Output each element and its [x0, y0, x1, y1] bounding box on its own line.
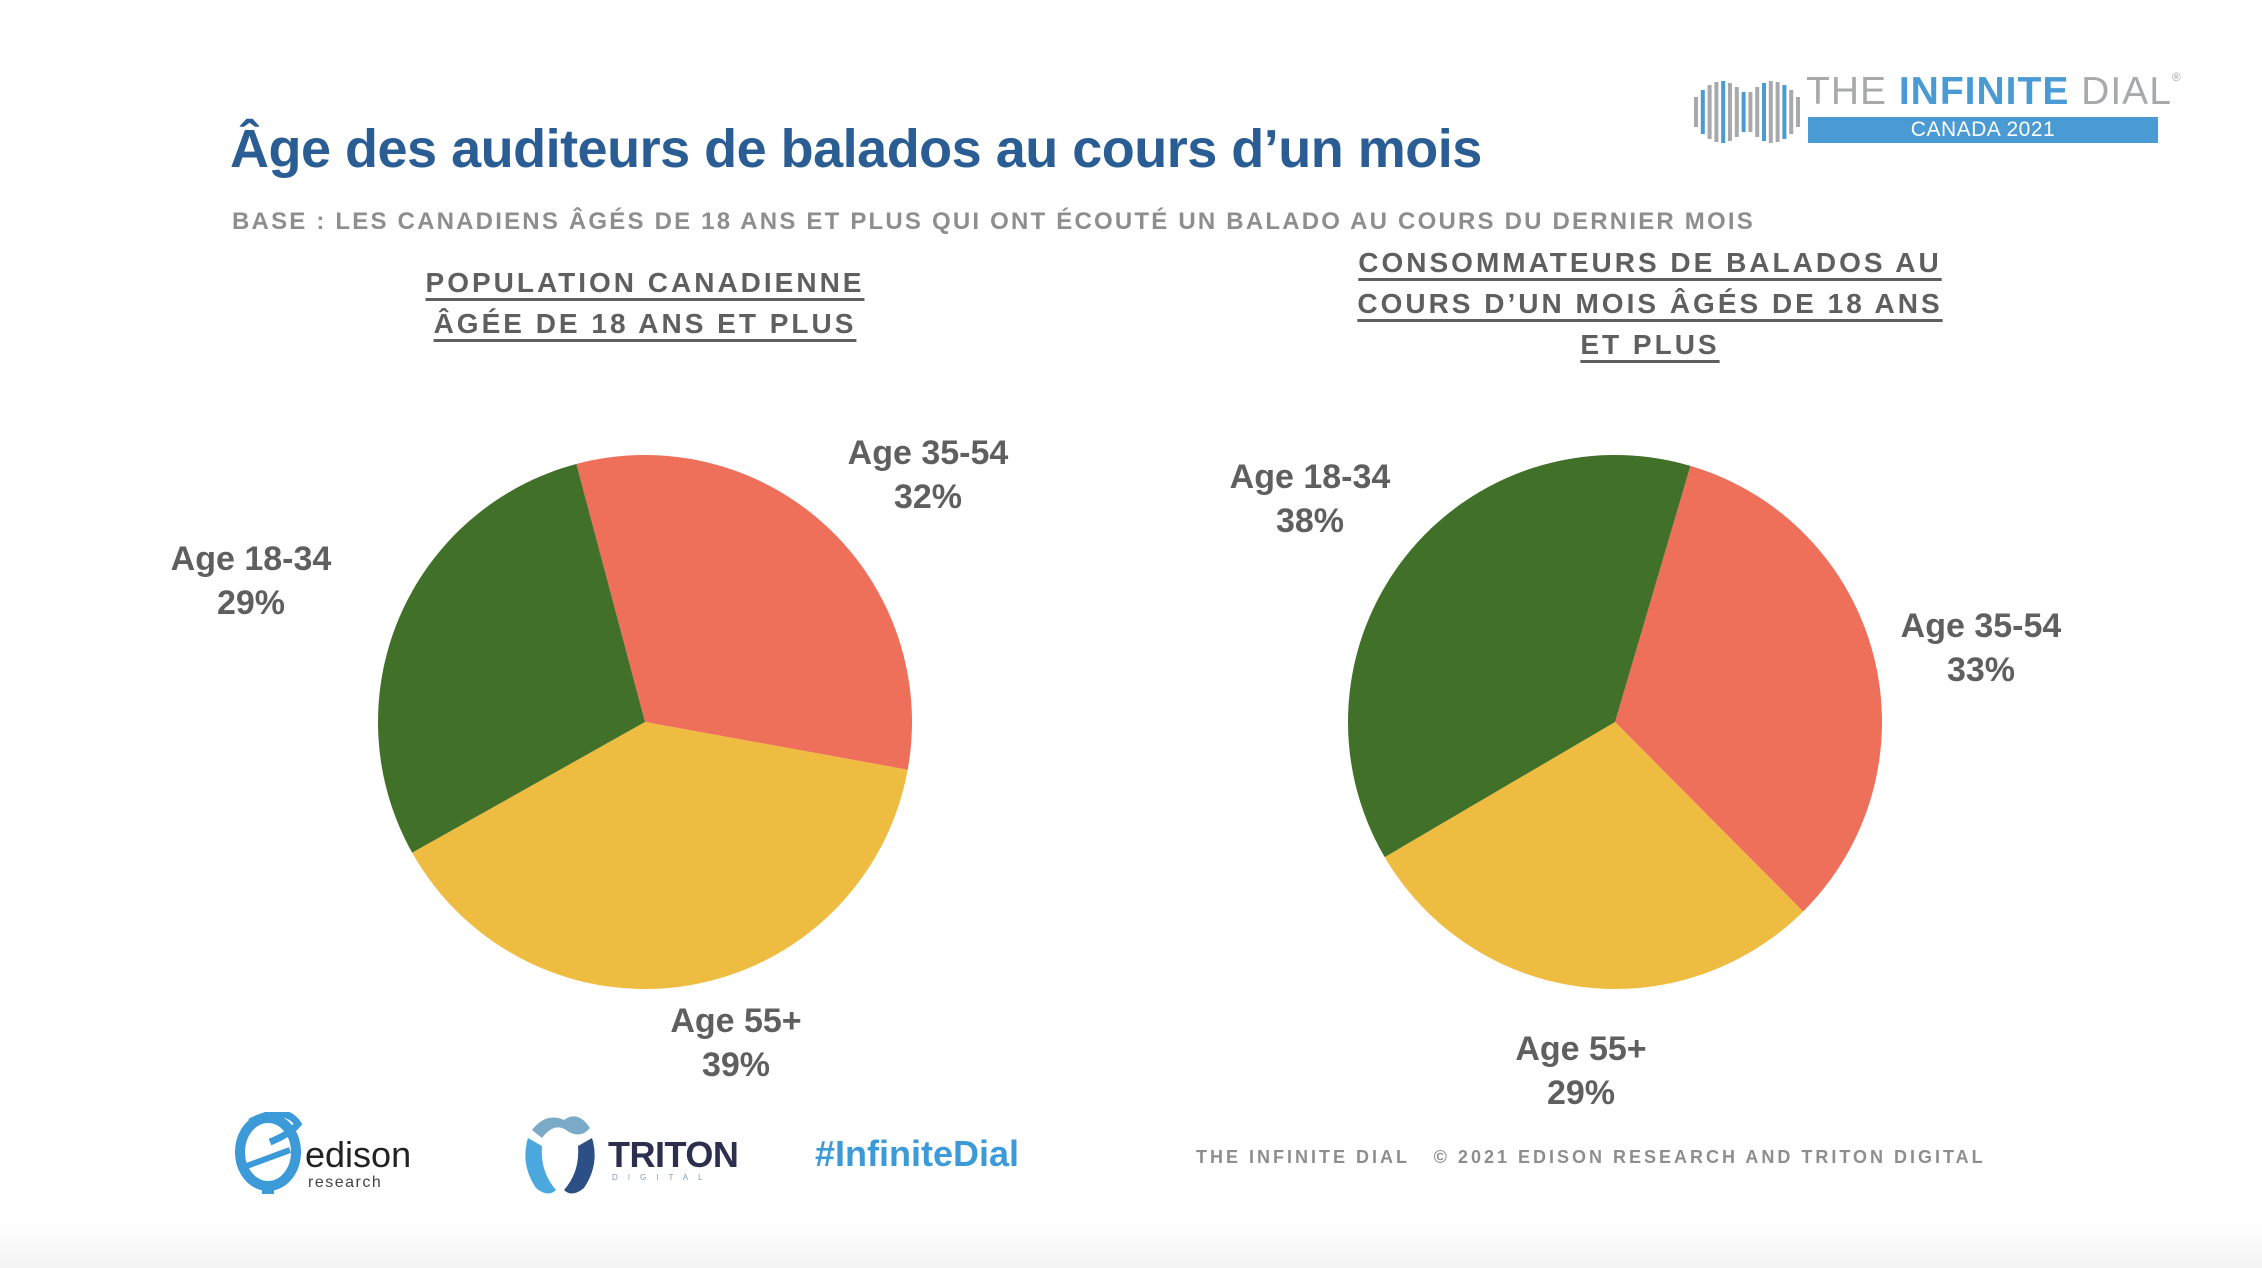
triton-logo-text: TRITON	[608, 1134, 739, 1175]
infinity-dial-icon	[1694, 81, 1800, 143]
logo-bar	[1755, 87, 1760, 137]
slice-label-age-35-54: Age 35-54	[1901, 607, 2062, 645]
logo-bar	[1694, 97, 1698, 127]
slice-label-age-35-54: Age 35-54	[848, 434, 1009, 472]
chart-title-population: POPULATION CANADIENNE ÂGÉE DE 18 ANS ET …	[345, 262, 945, 344]
logo-bar	[1728, 83, 1732, 141]
hashtag: #InfiniteDial	[815, 1133, 1020, 1174]
triton-logo-subtext: DIGITAL	[612, 1173, 713, 1182]
logo-bar	[1789, 90, 1794, 134]
pie-chart-podcast-consumers: Age 18-34 38% Age 35-54 33% Age 55+ 29%	[1230, 455, 2062, 1112]
logo-bar	[1768, 81, 1773, 143]
brand-title: THE INFINITE DIAL®	[1806, 70, 2182, 114]
logo-bar	[1721, 81, 1726, 143]
edison-logo-subtext: research	[308, 1174, 383, 1191]
slice-value-age-35-54: 33%	[1947, 651, 2015, 689]
slice-value-age-18-34: 29%	[217, 584, 285, 622]
brand-title-bold: INFINITE	[1898, 70, 2070, 113]
logo-bar	[1782, 85, 1787, 139]
pie-slice-age-55	[412, 722, 908, 990]
pie-slice-age-18-34	[378, 463, 645, 853]
brand-edition-band: CANADA 2021	[1808, 117, 2158, 143]
base-note: BASE : LES CANADIENS ÂGÉS DE 18 ANS ET P…	[232, 208, 1755, 235]
slice-value-age-55: 39%	[702, 1046, 770, 1084]
pie-slice-age-55	[1384, 722, 1804, 990]
chart-title-line: ÂGÉE DE 18 ANS ET PLUS	[433, 308, 857, 339]
logo-bar	[1748, 92, 1753, 132]
footer-credit: THE INFINITE DIAL © 2021 EDISON RESEARCH…	[1196, 1147, 1986, 1167]
slice-label-age-18-34: Age 18-34	[1230, 458, 1391, 496]
chart-title-line: COURS D’UN MOIS ÂGÉS DE 18 ANS	[1357, 288, 1943, 319]
logo-bar	[1775, 82, 1780, 142]
logo-bar	[1734, 87, 1739, 137]
brand-title-prefix: THE	[1806, 70, 1899, 113]
logo-bar	[1707, 85, 1712, 139]
chart-title-podcast-consumers: CONSOMMATEURS DE BALADOS AU COURS D’UN M…	[1300, 242, 2000, 365]
page-title: Âge des auditeurs de balados au cours d’…	[230, 119, 1482, 179]
slice-label-age-55: Age 55+	[1515, 1030, 1646, 1068]
pie-chart-population: Age 18-34 29% Age 35-54 32% Age 55+ 39%	[171, 434, 1009, 1084]
registered-mark: ®	[2171, 70, 2182, 84]
logo-bar	[1762, 83, 1766, 141]
logo-bar	[1796, 97, 1800, 127]
slice-value-age-18-34: 38%	[1276, 502, 1344, 540]
slice-value-age-55: 29%	[1547, 1074, 1615, 1112]
logo-bar	[1714, 82, 1719, 142]
chart-title-line: CONSOMMATEURS DE BALADOS AU	[1358, 247, 1942, 278]
triton-logo-icon	[525, 1116, 595, 1194]
edison-logo-text: edison	[305, 1134, 412, 1175]
logo-bar	[1741, 92, 1746, 132]
pie-slice-age-18-34	[1348, 455, 1691, 858]
brand-title-suffix: DIAL	[2069, 70, 2172, 113]
slice-value-age-35-54: 32%	[894, 478, 962, 516]
chart-title-line: ET PLUS	[1580, 329, 1720, 360]
edison-bulb-icon	[235, 1112, 303, 1194]
chart-title-line: POPULATION CANADIENNE	[425, 267, 865, 298]
pie-slice-age-35-54	[576, 455, 913, 770]
pie-slice-age-35-54	[1615, 465, 1882, 912]
slice-label-age-55: Age 55+	[670, 1002, 801, 1040]
logo-bar	[1700, 90, 1705, 134]
slice-label-age-18-34: Age 18-34	[171, 540, 332, 578]
